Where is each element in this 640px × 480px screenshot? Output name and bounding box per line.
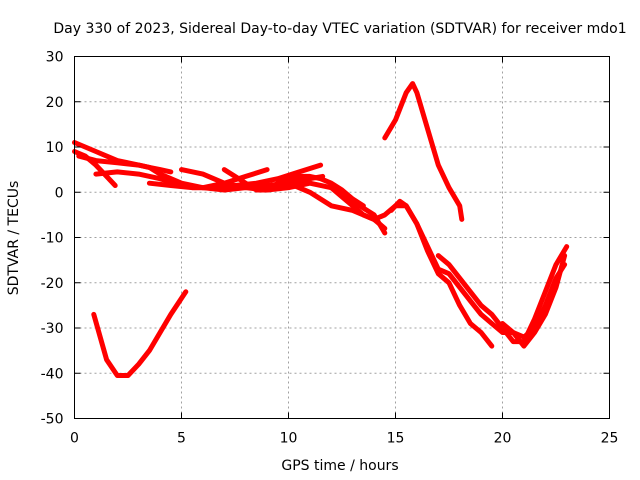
gridlines bbox=[74, 56, 610, 419]
y-tick-label: 30 bbox=[46, 50, 64, 66]
chart-title: Day 330 of 2023, Sidereal Day-to-day VTE… bbox=[53, 21, 626, 37]
x-tick-label: 5 bbox=[177, 431, 186, 447]
x-tick-label: 15 bbox=[387, 431, 405, 447]
x-axis-label: GPS time / hours bbox=[281, 458, 398, 474]
y-tick-label: 0 bbox=[55, 185, 64, 201]
ticks: 0 5 10 15 20 25 -50 -40 -30 -20 -10 0 10 20 30 bbox=[41, 50, 619, 447]
series-layer bbox=[72, 81, 570, 378]
series-arc-11 bbox=[388, 198, 495, 349]
x-tick-label: 0 bbox=[70, 431, 79, 447]
x-tick-label: 25 bbox=[601, 431, 619, 447]
y-tick-label: 10 bbox=[46, 140, 64, 156]
series-arc-12 bbox=[435, 244, 570, 345]
y-tick-label: -40 bbox=[41, 366, 64, 382]
y-tick-label: -20 bbox=[41, 276, 64, 292]
series-arc-8 bbox=[264, 173, 366, 209]
series-arc-13 bbox=[500, 253, 568, 349]
y-tick-label: 20 bbox=[46, 95, 64, 111]
x-tick-label: 20 bbox=[494, 431, 512, 447]
y-tick-label: -30 bbox=[41, 321, 64, 337]
y-tick-label: -50 bbox=[41, 412, 64, 428]
y-axis-label: SDTVAR / TECUs bbox=[6, 181, 22, 296]
y-tick-label: -10 bbox=[41, 231, 64, 247]
series-arc-14 bbox=[91, 289, 189, 378]
x-tick-label: 10 bbox=[280, 431, 298, 447]
series-arc-10 bbox=[382, 81, 465, 222]
